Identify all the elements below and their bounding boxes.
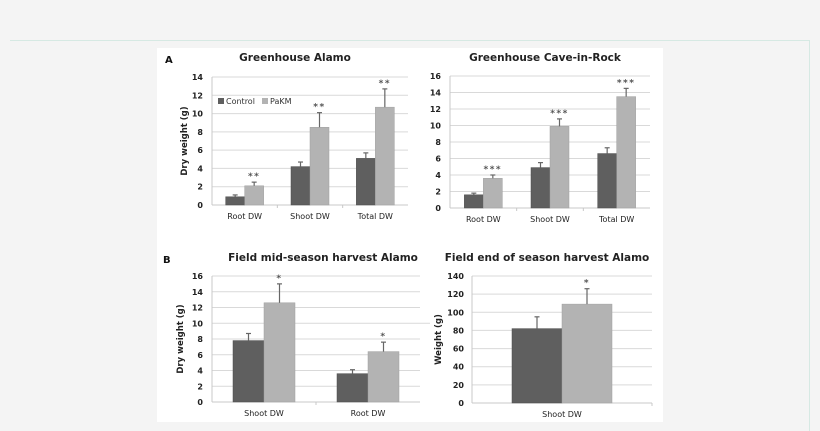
y-tick-label: 16 <box>192 272 204 281</box>
x-category-label: Root DW <box>227 212 262 221</box>
bar-pakm-shoot-dw <box>549 126 570 209</box>
y-tick-label: 0 <box>435 204 441 213</box>
y-tick-label: 2 <box>197 183 203 192</box>
y-tick-label: 6 <box>197 351 203 360</box>
significance-marker: ** <box>248 172 260 182</box>
significance-marker: ** <box>379 79 391 89</box>
chart-field-mid-season-alamo: Field mid-season harvest Alamo 0 2 4 6 8 10 12 1… <box>176 252 430 418</box>
y-tick-label: 100 <box>447 308 464 317</box>
x-category-label: Root DW <box>351 409 386 418</box>
y-tick-label: 12 <box>430 105 441 114</box>
x-category-label: Total DW <box>598 215 634 224</box>
y-axis-label: Dry weight (g) <box>180 106 190 175</box>
bar-pakm-root-dw <box>244 185 264 206</box>
chart-title: Field mid-season harvest Alamo <box>228 252 418 264</box>
bar-control-total-dw <box>597 153 617 209</box>
legend-swatch-pakm <box>262 98 268 104</box>
bar-control-root-dw <box>336 373 369 403</box>
legend-label-control: Control <box>226 97 255 106</box>
y-tick-label: 40 <box>453 363 465 372</box>
significance-marker: * <box>276 274 282 284</box>
x-category-label: Shoot DW <box>542 410 582 419</box>
y-tick-label: 20 <box>453 381 465 390</box>
y-tick-label: 14 <box>192 73 204 82</box>
y-tick-label: 4 <box>197 164 203 173</box>
chart-field-end-season-alamo: Field end of season harvest Alamo 0 20 40 60… <box>434 252 653 419</box>
bar-control-shoot-dw <box>290 166 311 206</box>
y-tick-label: 4 <box>197 367 203 376</box>
bar-pakm-total-dw <box>375 106 395 206</box>
x-category-label: Shoot DW <box>530 215 570 224</box>
panel-border <box>10 40 810 431</box>
bar-pakm-total-dw <box>616 96 636 209</box>
chart-title: Field end of season harvest Alamo <box>445 252 650 264</box>
bar-control-total-dw <box>356 158 376 206</box>
y-tick-label: 8 <box>197 335 203 344</box>
chart-greenhouse-cave-in-rock: Greenhouse Cave-in-Rock 0 2 4 6 8 10 12 14 16 *** R… <box>430 52 650 224</box>
legend-swatch-control <box>218 98 224 104</box>
significance-marker: *** <box>550 109 569 119</box>
y-tick-label: 6 <box>435 155 441 164</box>
chart-greenhouse-alamo: Greenhouse Alamo 0 2 4 6 8 10 12 14 Dry weight (g… <box>180 52 408 221</box>
y-tick-label: 16 <box>430 72 442 81</box>
x-category-label: Shoot DW <box>244 409 284 418</box>
significance-marker: * <box>584 279 590 289</box>
bar-pakm-shoot-dw <box>561 303 613 404</box>
y-tick-label: 12 <box>192 91 203 100</box>
panel-letter-a: A <box>165 55 173 66</box>
y-tick-label: 2 <box>197 382 203 391</box>
significance-marker: *** <box>484 165 503 175</box>
figure-canvas: A B Greenhouse Alamo 0 2 4 6 8 10 12 14 Dry weight … <box>163 52 653 419</box>
significance-marker: * <box>380 332 386 342</box>
x-category-label: Root DW <box>466 215 501 224</box>
y-tick-label: 0 <box>458 399 464 408</box>
y-tick-label: 0 <box>197 201 203 210</box>
x-category-label: Total DW <box>357 212 393 221</box>
bar-pakm-shoot-dw <box>309 127 330 206</box>
bar-pakm-shoot-dw <box>263 302 296 403</box>
bar-control-shoot-dw <box>232 340 265 403</box>
y-tick-label: 12 <box>192 304 203 313</box>
figure: A B Greenhouse Alamo 0 2 4 6 8 10 12 14 Dry weight … <box>157 48 663 422</box>
x-category-label: Shoot DW <box>290 212 330 221</box>
y-tick-label: 10 <box>192 319 204 328</box>
bar-control-shoot-dw <box>511 328 563 404</box>
significance-marker: ** <box>313 103 325 113</box>
legend: Control PaKM <box>218 97 292 106</box>
y-tick-label: 6 <box>197 146 203 155</box>
y-tick-label: 120 <box>447 290 464 299</box>
y-tick-label: 0 <box>197 398 203 407</box>
y-tick-label: 10 <box>430 122 442 131</box>
bar-pakm-root-dw <box>367 351 400 403</box>
y-axis-label: Weight (g) <box>434 314 444 365</box>
y-tick-label: 14 <box>192 288 204 297</box>
bar-control-root-dw <box>464 194 484 209</box>
chart-title: Greenhouse Cave-in-Rock <box>469 52 622 64</box>
y-tick-label: 14 <box>430 89 442 98</box>
chart-title: Greenhouse Alamo <box>239 52 351 64</box>
bar-control-root-dw <box>225 196 245 206</box>
y-tick-label: 10 <box>192 110 204 119</box>
y-tick-label: 80 <box>453 326 465 335</box>
y-tick-label: 4 <box>435 171 441 180</box>
y-tick-label: 8 <box>197 128 203 137</box>
significance-marker: *** <box>617 78 636 88</box>
legend-label-pakm: PaKM <box>270 97 292 106</box>
y-tick-label: 8 <box>435 138 441 147</box>
panel-letter-b: B <box>163 255 171 266</box>
y-axis-label: Dry weight (g) <box>176 304 186 373</box>
bar-pakm-root-dw <box>483 178 503 209</box>
bar-control-shoot-dw <box>530 167 551 209</box>
y-tick-label: 60 <box>453 345 465 354</box>
y-tick-label: 2 <box>435 188 441 197</box>
y-tick-label: 140 <box>447 272 464 281</box>
